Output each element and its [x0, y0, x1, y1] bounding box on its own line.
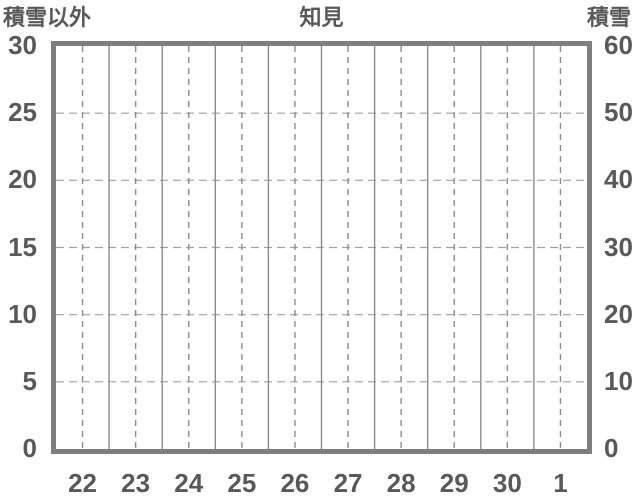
- right-axis-tick-label: 10: [604, 365, 633, 396]
- left-axis-title: 積雪以外: [3, 5, 92, 30]
- x-axis-tick-label: 26: [280, 468, 310, 498]
- left-axis-tick-label: 0: [22, 433, 37, 463]
- x-axis-tick-label: 29: [439, 468, 469, 498]
- x-axis-tick-label: 30: [492, 468, 522, 498]
- x-axis-tick-label: 23: [121, 468, 151, 498]
- x-axis-tick-label: 28: [386, 468, 416, 498]
- left-axis-tick-label: 5: [22, 365, 37, 396]
- chart-title: 知見: [299, 5, 344, 30]
- x-axis-tick-label: 22: [68, 468, 97, 498]
- right-axis-tick-label: 0: [604, 433, 619, 463]
- left-axis-tick-label: 30: [8, 30, 37, 60]
- x-axis-tick-label: 24: [174, 468, 204, 498]
- x-axis-tick-label: 1: [553, 468, 568, 498]
- x-axis-tick-label: 27: [333, 468, 363, 498]
- left-axis-tick-label: 15: [8, 231, 37, 262]
- plot-area: [51, 41, 592, 454]
- right-axis-tick-label: 40: [604, 164, 633, 195]
- right-axis-tick-label: 60: [604, 30, 633, 60]
- right-axis-tick-label: 20: [604, 298, 633, 329]
- left-axis-tick-label: 25: [8, 97, 37, 128]
- gridlines: [56, 46, 587, 449]
- left-axis-tick-label: 10: [8, 298, 37, 329]
- left-axis-tick-label: 20: [8, 164, 37, 195]
- x-axis-tick-label: 25: [227, 468, 257, 498]
- right-axis-tick-label: 50: [604, 97, 633, 128]
- right-axis-title: 積雪: [586, 5, 631, 30]
- right-axis-tick-label: 30: [604, 231, 633, 262]
